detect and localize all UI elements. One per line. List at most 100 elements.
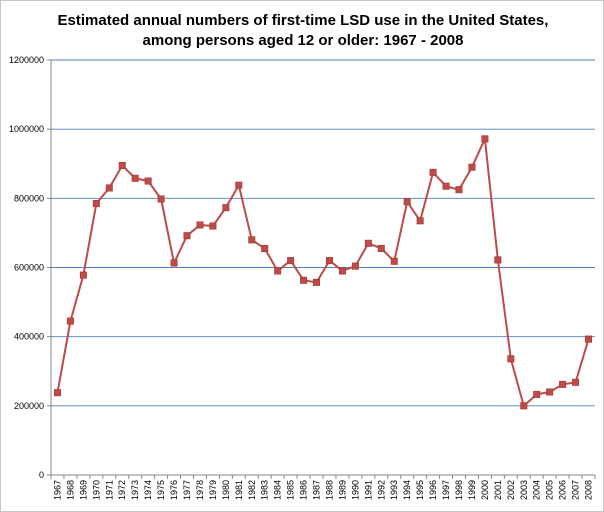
- data-point-1989: [338, 267, 346, 275]
- data-point-1971: [105, 184, 113, 192]
- data-point-2000: [481, 135, 489, 143]
- data-point-1981: [235, 181, 243, 189]
- data-point-1979: [209, 222, 217, 230]
- data-point-1978: [196, 221, 204, 229]
- x-tick-label-1984: 1984: [273, 480, 283, 500]
- data-point-1983: [261, 244, 269, 252]
- x-tick-label-1971: 1971: [104, 480, 114, 500]
- data-point-1999: [468, 163, 476, 171]
- x-tick-label-1986: 1986: [299, 480, 309, 500]
- data-point-1984: [274, 267, 282, 275]
- data-point-1985: [287, 257, 295, 265]
- data-point-1982: [248, 236, 256, 244]
- data-point-1972: [118, 161, 126, 169]
- x-tick-label-2002: 2002: [506, 480, 516, 500]
- x-tick-label-1996: 1996: [428, 480, 438, 500]
- data-point-1996: [429, 168, 437, 176]
- y-tick-label-200000: 200000: [14, 401, 44, 411]
- x-tick-label-1992: 1992: [376, 480, 386, 500]
- chart-title-line-2: among persons aged 12 or older: 1967 - 2…: [142, 32, 464, 49]
- data-point-1986: [300, 276, 308, 284]
- data-point-1974: [144, 177, 152, 185]
- x-tick-label-1982: 1982: [247, 480, 257, 500]
- x-tick-label-1998: 1998: [454, 480, 464, 500]
- data-point-2004: [533, 390, 541, 398]
- data-point-1987: [313, 278, 321, 286]
- data-point-1968: [66, 317, 74, 325]
- x-tick-label-2004: 2004: [532, 480, 542, 500]
- x-tick-label-1975: 1975: [156, 480, 166, 500]
- x-tick-label-1972: 1972: [117, 480, 127, 500]
- x-tick-label-1989: 1989: [337, 480, 347, 500]
- chart-title: Estimated annual numbers of first-time L…: [21, 11, 585, 51]
- y-tick-label-800000: 800000: [14, 193, 44, 203]
- data-point-1991: [364, 239, 372, 247]
- data-point-2008: [585, 335, 593, 343]
- data-point-1980: [222, 204, 230, 212]
- data-point-1997: [442, 182, 450, 190]
- data-point-1977: [183, 232, 191, 240]
- y-tick-label-400000: 400000: [14, 332, 44, 342]
- data-point-1975: [157, 195, 165, 203]
- data-point-1967: [53, 389, 61, 397]
- data-point-1988: [325, 257, 333, 265]
- x-tick-label-1993: 1993: [389, 480, 399, 500]
- data-point-2005: [546, 388, 554, 396]
- data-point-1976: [170, 259, 178, 267]
- x-tick-label-1968: 1968: [65, 480, 75, 500]
- x-tick-label-1987: 1987: [312, 480, 322, 500]
- data-point-2007: [572, 378, 580, 386]
- series-lsd-first-time-use: [53, 135, 593, 410]
- data-point-1970: [92, 200, 100, 208]
- x-tick-label-1974: 1974: [143, 480, 153, 500]
- y-axis-ticks: 0 200000 400000 600000 800000 1000000 1200000: [9, 55, 44, 480]
- x-axis-ticks: 1967 1968 1969 1970 1971 1972 1973 1974 1975 1976…: [52, 480, 593, 500]
- x-tick-label-1999: 1999: [467, 480, 477, 500]
- data-point-1993: [390, 257, 398, 265]
- data-point-1969: [79, 271, 87, 279]
- x-tick-label-1994: 1994: [402, 480, 412, 500]
- data-point-2003: [520, 402, 528, 410]
- data-point-1992: [377, 244, 385, 252]
- y-tick-label-600000: 600000: [14, 263, 44, 273]
- x-tick-label-2008: 2008: [584, 480, 594, 500]
- x-tick-label-1981: 1981: [234, 480, 244, 500]
- x-tick-label-1997: 1997: [441, 480, 451, 500]
- data-point-1990: [351, 262, 359, 270]
- x-tick-label-2005: 2005: [545, 480, 555, 500]
- data-point-2002: [507, 355, 515, 363]
- x-tick-label-1980: 1980: [221, 480, 231, 500]
- x-tick-label-2001: 2001: [493, 480, 503, 500]
- data-point-2001: [494, 256, 502, 264]
- x-tick-label-1977: 1977: [182, 480, 192, 500]
- x-tick-label-1967: 1967: [52, 480, 62, 500]
- x-tick-label-2000: 2000: [480, 480, 490, 500]
- x-tick-label-2006: 2006: [558, 480, 568, 500]
- y-tick-label-1200000: 1200000: [9, 55, 44, 65]
- data-point-2006: [559, 380, 567, 388]
- x-tick-label-1979: 1979: [208, 480, 218, 500]
- data-point-1973: [131, 174, 139, 182]
- x-tick-label-1970: 1970: [91, 480, 101, 500]
- data-point-1998: [455, 186, 463, 194]
- x-tick-label-1991: 1991: [363, 480, 373, 500]
- data-point-1995: [416, 217, 424, 225]
- chart-title-line-1: Estimated annual numbers of first-time L…: [57, 12, 549, 29]
- x-tick-label-1995: 1995: [415, 480, 425, 500]
- y-tick-label-1000000: 1000000: [9, 124, 44, 134]
- x-tick-label-1983: 1983: [260, 480, 270, 500]
- x-tick-label-2003: 2003: [519, 480, 529, 500]
- data-point-1994: [403, 198, 411, 206]
- x-tick-label-1973: 1973: [130, 480, 140, 500]
- axes: [47, 59, 596, 479]
- x-tick-label-1976: 1976: [169, 480, 179, 500]
- x-tick-label-1978: 1978: [195, 480, 205, 500]
- x-tick-label-1988: 1988: [324, 480, 334, 500]
- x-tick-label-1969: 1969: [78, 480, 88, 500]
- x-tick-label-2007: 2007: [571, 480, 581, 500]
- grid-lines: [51, 59, 595, 407]
- x-tick-label-1990: 1990: [350, 480, 360, 500]
- x-tick-label-1985: 1985: [286, 480, 296, 500]
